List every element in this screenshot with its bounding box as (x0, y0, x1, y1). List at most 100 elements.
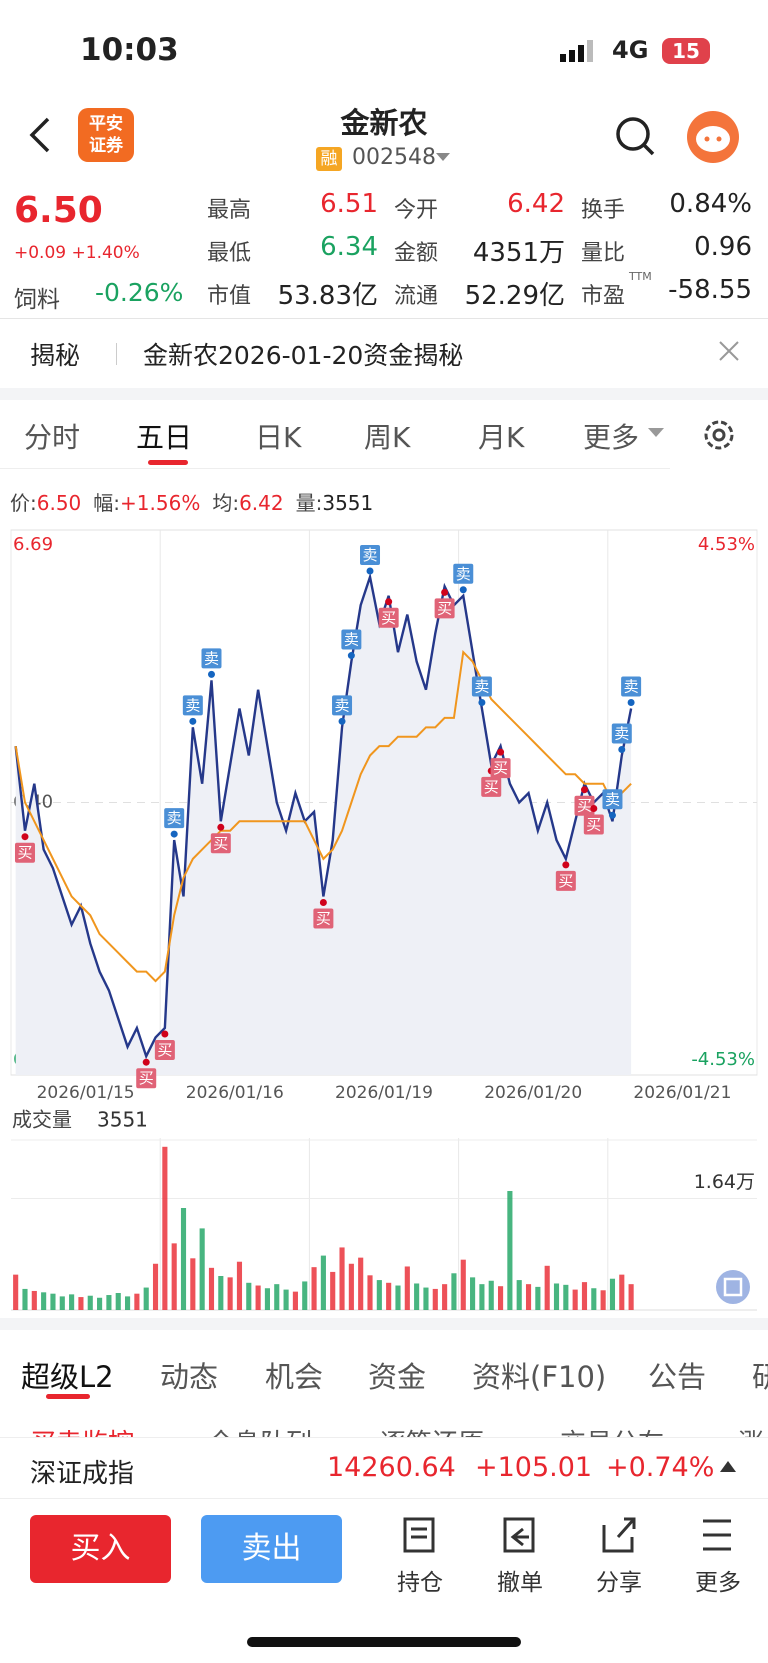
volume-bar (87, 1295, 93, 1310)
tool-label[interactable]: 撤单 (497, 1570, 543, 1596)
volume-bar (516, 1280, 522, 1310)
avatar[interactable] (686, 110, 740, 164)
volume-bar (320, 1255, 326, 1310)
bottom-tab[interactable]: 研 (752, 1360, 768, 1394)
period-tab[interactable]: 更多 (583, 421, 640, 454)
field-value: 6.42 (507, 189, 565, 219)
signal-dot (562, 861, 570, 869)
change: +0.09 (14, 243, 67, 263)
price-line (14, 572, 633, 1060)
period-tab[interactable]: 周K (364, 421, 411, 454)
volume-bar (171, 1243, 177, 1310)
divider (0, 318, 768, 319)
notice-text[interactable]: 金新农2026-01-20资金揭秘 (143, 341, 464, 370)
close-button[interactable] (718, 340, 740, 362)
info-value: +1.56% (120, 491, 201, 515)
field-value: -58.55 (668, 275, 752, 305)
bottom-tab[interactable]: 资金 (368, 1360, 427, 1394)
volume-bar (283, 1289, 289, 1310)
signal-badge (210, 833, 231, 854)
gap (0, 1318, 768, 1330)
sub-tab[interactable]: 买卖监控 (30, 1423, 134, 1437)
field-value: 52.29亿 (464, 281, 565, 311)
sub-tab[interactable]: 交易分布 (560, 1423, 664, 1437)
period-tab[interactable]: 五日 (136, 421, 193, 454)
sub-tab[interactable]: 逐笔还原 (380, 1423, 484, 1437)
field-value: 4351万 (472, 238, 565, 268)
volume-bar (106, 1295, 112, 1310)
signal-label: 卖 (624, 678, 639, 696)
tool-label[interactable]: 更多 (695, 1570, 741, 1596)
signal-dot (580, 786, 588, 794)
average-line (14, 650, 632, 983)
dropdown-arrow[interactable] (434, 150, 452, 164)
bottom-tab[interactable]: 机会 (265, 1360, 324, 1394)
tool-icon[interactable] (501, 1515, 541, 1555)
signal-dot (385, 598, 393, 606)
info-label: 幅: (93, 491, 121, 515)
index-bar[interactable]: 深证成指 14260.64 +105.01 +0.74% (0, 1437, 768, 1499)
tool-icon[interactable] (401, 1515, 441, 1555)
period-tab[interactable]: 月K (478, 421, 525, 454)
volume-bar (274, 1284, 280, 1310)
sector-pct: -0.26% (95, 278, 184, 307)
signal-label: 卖 (344, 631, 359, 649)
field-value: 6.51 (320, 189, 378, 219)
period-tab[interactable]: 日K (255, 421, 302, 454)
volume-bar (507, 1191, 513, 1310)
icon-path (602, 1517, 636, 1553)
y-tick-label: 6.69 (13, 534, 53, 555)
sub-tab[interactable]: 涨 (738, 1423, 764, 1437)
volume-bar (264, 1288, 271, 1310)
fullscreen-button[interactable] (716, 1270, 750, 1304)
field-sup: TTM (629, 270, 652, 283)
back-button[interactable] (24, 115, 54, 155)
chart: 6.696.406.114.53%-4.53%2026/01/152026/01… (10, 529, 758, 1311)
signal-badge (453, 563, 474, 584)
tool-label[interactable]: 持仓 (397, 1570, 443, 1596)
bottom-tab[interactable]: 资料(F10) (472, 1360, 607, 1394)
logo-text: 证券 (89, 136, 123, 156)
y2-tick-label: -4.53% (691, 1049, 755, 1070)
volume-bar (525, 1284, 532, 1310)
sub-tab[interactable]: 全息队列 (208, 1423, 312, 1437)
info-label: 价: (10, 491, 37, 515)
signal-label: 买 (316, 909, 331, 927)
volume-bar (227, 1277, 233, 1310)
search-button[interactable] (614, 115, 656, 159)
signal-badge (164, 808, 185, 829)
volume-bar (423, 1287, 429, 1310)
signal-badge (332, 695, 353, 716)
volume-bar (591, 1288, 597, 1310)
signal-badge (574, 795, 595, 816)
sector: 饲料 (14, 287, 60, 313)
last-price: 6.50 (14, 190, 103, 231)
volume-bar (451, 1273, 457, 1310)
expand-arrow[interactable] (718, 1458, 738, 1476)
signal-label: 卖 (605, 790, 620, 808)
period-tab[interactable]: 分时 (24, 421, 81, 454)
volume-bar (13, 1274, 19, 1310)
volume-bar (358, 1257, 364, 1310)
settings-button[interactable] (700, 416, 738, 454)
signal-label: 买 (558, 872, 573, 890)
signal-label: 卖 (167, 809, 182, 827)
buy-button[interactable]: 买入 (30, 1515, 171, 1583)
sell-button[interactable]: 卖出 (201, 1515, 342, 1583)
stock-code: 002548 (352, 145, 436, 170)
bottom-tab[interactable]: 超级L2 (21, 1360, 114, 1394)
tool-icon[interactable] (699, 1515, 739, 1555)
signal-dot (207, 670, 215, 678)
volume-bar (162, 1146, 168, 1310)
volume-bar (553, 1283, 560, 1310)
field-value: 6.34 (320, 232, 378, 262)
bottom-tab[interactable]: 公告 (648, 1360, 707, 1394)
button-icon (723, 1277, 743, 1297)
volume-bar (442, 1284, 448, 1310)
bottom-tab[interactable]: 动态 (160, 1360, 219, 1394)
signal-badge (182, 695, 203, 716)
volume-bar (59, 1296, 65, 1310)
volume-bar (31, 1290, 37, 1310)
tool-icon[interactable] (600, 1515, 640, 1555)
tool-label[interactable]: 分享 (596, 1570, 642, 1596)
